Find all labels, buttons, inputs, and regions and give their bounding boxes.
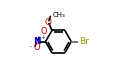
Text: O: O — [34, 43, 40, 52]
Text: O: O — [40, 27, 47, 35]
Text: O: O — [45, 18, 52, 27]
Text: CH₃: CH₃ — [53, 12, 65, 18]
Text: N: N — [33, 37, 41, 46]
Text: ⁻: ⁻ — [29, 43, 33, 52]
Text: +: + — [40, 35, 45, 40]
Text: Br: Br — [79, 37, 89, 46]
